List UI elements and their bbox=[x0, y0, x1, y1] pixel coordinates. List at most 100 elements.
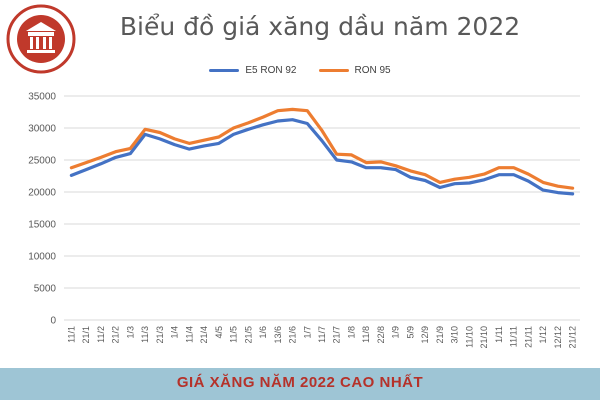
x-tick-label: 12/12 bbox=[553, 326, 563, 349]
data-point-ron95 bbox=[380, 161, 382, 163]
data-point-ron95 bbox=[218, 136, 220, 138]
data-point-ron95 bbox=[350, 154, 353, 156]
data-point-ron95 bbox=[203, 139, 205, 141]
x-tick-label: 21/12 bbox=[568, 326, 578, 349]
data-point-e5 bbox=[203, 145, 205, 147]
x-tick-label: 21/3 bbox=[155, 326, 165, 344]
x-tick-label: 11/3 bbox=[140, 326, 150, 343]
legend-item-e5: E5 RON 92 bbox=[209, 62, 297, 78]
data-point-ron95 bbox=[232, 127, 235, 129]
x-tick-label: 11/2 bbox=[96, 326, 106, 343]
data-point-e5 bbox=[498, 173, 500, 176]
data-point-ron95 bbox=[468, 176, 471, 179]
data-point-e5 bbox=[483, 179, 485, 181]
data-point-e5 bbox=[276, 120, 279, 122]
data-point-ron95 bbox=[321, 129, 323, 132]
y-tick-label: 25000 bbox=[28, 156, 56, 167]
x-tick-label: 11/8 bbox=[361, 326, 371, 343]
chart-title: Biểu đồ giá xăng dầu năm 2022 bbox=[119, 12, 521, 41]
x-tick-label: 13/6 bbox=[273, 326, 283, 344]
x-tick-label: 22/8 bbox=[376, 326, 386, 344]
data-point-e5 bbox=[100, 163, 102, 165]
legend-swatch-ron95 bbox=[318, 68, 349, 72]
footer-band bbox=[0, 368, 600, 400]
x-tick-label: 11/4 bbox=[184, 326, 194, 343]
x-tick-label: 11/7 bbox=[317, 326, 327, 343]
data-point-e5 bbox=[291, 118, 294, 121]
x-tick-label: 1/11 bbox=[494, 326, 504, 343]
data-point-ron95 bbox=[409, 170, 412, 172]
data-point-ron95 bbox=[439, 181, 441, 184]
data-point-e5 bbox=[232, 133, 235, 136]
y-tick-label: 15000 bbox=[28, 220, 56, 231]
data-point-ron95 bbox=[498, 166, 500, 169]
data-point-e5 bbox=[527, 180, 530, 182]
data-point-ron95 bbox=[276, 109, 279, 112]
data-point-ron95 bbox=[571, 187, 574, 189]
data-point-ron95 bbox=[512, 166, 515, 169]
data-point-ron95 bbox=[394, 164, 397, 167]
data-point-e5 bbox=[409, 176, 412, 179]
x-tick-label: 3/10 bbox=[450, 326, 460, 344]
data-point-ron95 bbox=[85, 161, 87, 164]
x-tick-label: 21/6 bbox=[288, 326, 298, 344]
data-point-ron95 bbox=[453, 178, 456, 180]
data-point-ron95 bbox=[424, 173, 427, 176]
data-point-ron95 bbox=[542, 181, 544, 184]
data-point-e5 bbox=[468, 182, 471, 184]
data-point-e5 bbox=[247, 128, 250, 131]
data-point-e5 bbox=[380, 166, 382, 169]
data-point-e5 bbox=[262, 124, 264, 126]
data-point-e5 bbox=[453, 182, 456, 185]
data-point-e5 bbox=[439, 186, 441, 189]
data-point-e5 bbox=[129, 152, 132, 155]
x-tick-label: 21/2 bbox=[111, 326, 121, 344]
y-tick-label: 20000 bbox=[28, 188, 56, 199]
data-point-e5 bbox=[159, 138, 161, 140]
x-tick-label: 11/1 bbox=[66, 326, 76, 343]
data-point-ron95 bbox=[527, 173, 530, 175]
y-tick-label: 10000 bbox=[28, 252, 56, 263]
data-point-e5 bbox=[188, 148, 191, 150]
data-point-e5 bbox=[365, 166, 368, 169]
data-point-ron95 bbox=[100, 156, 102, 159]
data-point-ron95 bbox=[291, 108, 294, 111]
chart-legend: E5 RON 92 RON 95 bbox=[0, 62, 600, 78]
data-point-ron95 bbox=[483, 173, 485, 175]
x-tick-label: 11/5 bbox=[229, 326, 239, 343]
data-point-e5 bbox=[144, 133, 146, 136]
x-tick-label: 1/9 bbox=[391, 326, 401, 339]
data-point-e5 bbox=[306, 122, 309, 125]
data-point-ron95 bbox=[144, 128, 146, 131]
x-tick-label: 21/10 bbox=[479, 326, 489, 349]
data-point-ron95 bbox=[247, 122, 250, 124]
data-point-e5 bbox=[85, 168, 87, 171]
data-point-ron95 bbox=[129, 147, 132, 150]
data-point-e5 bbox=[335, 159, 338, 161]
x-tick-label: 21/11 bbox=[523, 326, 533, 348]
data-point-e5 bbox=[218, 142, 220, 145]
x-tick-label: 1/8 bbox=[346, 326, 356, 339]
legend-item-ron95: RON 95 bbox=[318, 62, 391, 78]
x-tick-label: 11/11 bbox=[509, 326, 519, 347]
x-tick-label: 11/10 bbox=[464, 326, 474, 348]
legend-swatch-e5 bbox=[209, 68, 240, 72]
data-point-e5 bbox=[571, 193, 574, 195]
y-tick-label: 5000 bbox=[34, 284, 57, 295]
data-point-ron95 bbox=[262, 116, 264, 118]
data-point-e5 bbox=[70, 174, 73, 177]
x-tick-label: 21/1 bbox=[81, 326, 91, 344]
data-point-e5 bbox=[321, 140, 323, 142]
data-point-ron95 bbox=[188, 142, 191, 145]
x-tick-label: 1/6 bbox=[258, 326, 268, 339]
x-tick-label: 4/5 bbox=[214, 326, 224, 339]
data-point-ron95 bbox=[557, 185, 559, 188]
data-point-ron95 bbox=[70, 166, 73, 169]
data-point-e5 bbox=[424, 179, 427, 182]
data-point-e5 bbox=[173, 143, 176, 146]
data-point-e5 bbox=[557, 191, 559, 194]
x-tick-label: 21/4 bbox=[199, 326, 209, 344]
x-tick-label: 1/3 bbox=[125, 326, 135, 339]
data-point-e5 bbox=[512, 173, 515, 176]
